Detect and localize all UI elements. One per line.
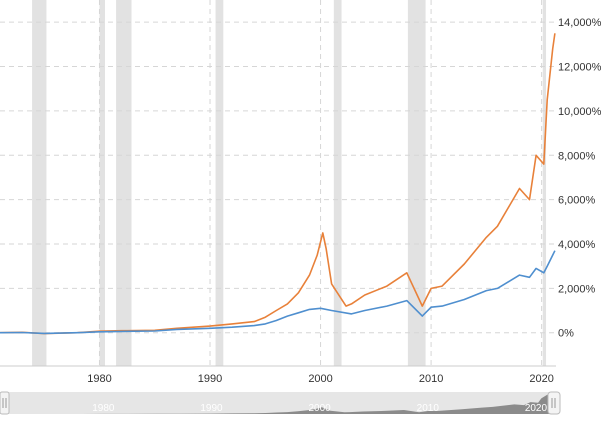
x-tick-label: 1990 xyxy=(198,373,222,385)
y-tick-label: 12,000% xyxy=(558,62,602,74)
navigator-label: 2000 xyxy=(309,403,332,414)
recession-band xyxy=(407,0,426,366)
y-axis-ticks: 0% 2,000% 4,000% 6,000% 8,000% 10,000% 12,000%… xyxy=(558,17,602,340)
y-tick-label: 14,000% xyxy=(558,17,602,29)
recession-band xyxy=(215,0,224,366)
x-tick-label: 2020 xyxy=(529,373,553,385)
recession-band xyxy=(99,0,106,366)
series-line-2 xyxy=(0,250,556,335)
recession-band xyxy=(116,0,132,366)
y-tick-label: 8,000% xyxy=(558,150,596,162)
range-navigator[interactable]: 1980 1990 2000 2010 2020 xyxy=(0,391,561,415)
x-axis-ticks: 1980 1990 2000 2010 2020 xyxy=(87,373,554,385)
recession-shading xyxy=(32,0,547,366)
y-tick-label: 4,000% xyxy=(558,239,596,251)
chart-series xyxy=(0,33,556,335)
y-tick-label: 6,000% xyxy=(558,195,596,207)
navigator-left-handle[interactable] xyxy=(0,391,10,415)
chart-grid xyxy=(0,0,556,366)
navigator-track xyxy=(6,392,550,414)
navigator-labels: 1980 1990 2000 2010 2020 xyxy=(92,403,547,414)
x-tick-label: 1980 xyxy=(87,373,111,385)
navigator-label: 2020 xyxy=(525,403,548,414)
navigator-label: 1990 xyxy=(200,403,223,414)
navigator-right-handle[interactable] xyxy=(547,391,561,415)
y-tick-label: 2,000% xyxy=(558,283,596,295)
y-tick-label: 0% xyxy=(558,328,574,340)
recession-band xyxy=(32,0,47,366)
navigator-label: 1980 xyxy=(92,403,115,414)
navigator-area xyxy=(6,394,549,414)
y-tick-label: 10,000% xyxy=(558,106,602,118)
recession-band xyxy=(542,0,547,366)
x-tick-label: 2000 xyxy=(308,373,332,385)
x-tick-label: 2010 xyxy=(419,373,443,385)
recession-band xyxy=(333,0,342,366)
navigator-label: 2010 xyxy=(417,403,440,414)
